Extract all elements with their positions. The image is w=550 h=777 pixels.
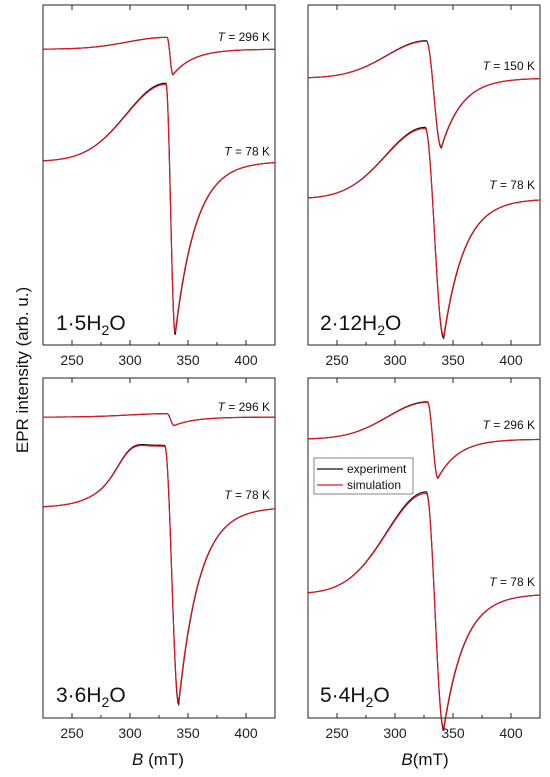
spectrum-experiment-0 (42, 413, 275, 427)
temperature-label: T = 78 K (489, 178, 535, 192)
x-tick-label: 300 (383, 352, 407, 368)
legend-label-experiment: experiment (347, 462, 407, 476)
x-tick-label: 400 (499, 352, 523, 368)
x-tick-label: 350 (441, 352, 465, 368)
x-tick-label: 350 (441, 725, 465, 741)
plot-frame (42, 377, 276, 719)
temperature-label: T = 78 K (224, 488, 270, 502)
panel-top-right: 250 300 350 400 T = 150 K T = 78 K 2·12H2O (307, 4, 541, 368)
temperature-label: T = 150 K (483, 59, 535, 73)
x-tick-label: 300 (118, 725, 142, 741)
temperature-label: T = 296 K (218, 400, 270, 414)
legend-label-simulation: simulation (347, 478, 401, 492)
plot-frame (307, 4, 541, 346)
x-axis-title-left: B (mT) (132, 750, 184, 769)
x-axis-unit-right: (mT) (413, 750, 449, 769)
spectrum-experiment-1 (307, 126, 541, 340)
x-axis-variable-right: B (401, 750, 412, 769)
spectrum-simulation-0 (43, 36, 275, 76)
spectrum-simulation-1 (307, 127, 541, 338)
panel-bottom-right: 250 300 350 400 T = 296 K T = 78 K 5·4H2O (307, 377, 541, 741)
sample-label: 3·6H2O (56, 684, 126, 710)
x-tick-label: 250 (325, 352, 349, 368)
spectrum-simulation-1 (42, 445, 276, 704)
spectrum-simulation-1 (42, 83, 276, 333)
temperature-label: T = 78 K (224, 144, 270, 158)
spectrum-experiment-1 (42, 82, 276, 335)
spectrum-simulation-0 (307, 401, 541, 479)
spectrum-experiment-1 (42, 444, 276, 707)
spectrum-simulation-0 (307, 40, 541, 148)
sample-label: 5·4H2O (320, 684, 390, 710)
x-tick-label: 250 (60, 352, 84, 368)
x-tick-label: 300 (118, 352, 142, 368)
x-tick-label: 400 (499, 725, 523, 741)
sample-label: 1·5H2O (56, 312, 126, 338)
spectrum-simulation-1 (307, 492, 541, 730)
x-tick-label: 400 (234, 725, 258, 741)
temperature-label: T = 296 K (218, 30, 270, 44)
x-axis-title-right: B(mT) (401, 750, 448, 769)
legend-box (313, 457, 414, 495)
x-tick-label: 350 (176, 725, 200, 741)
panel-bottom-left: 250 300 350 400 T = 296 K T = 78 K 3·6H2O (42, 377, 276, 741)
temperature-label: T = 296 K (483, 418, 535, 432)
plot-frame (42, 4, 276, 346)
legend: experiment simulation (313, 457, 414, 495)
x-axis-unit-left: (mT) (143, 750, 184, 769)
x-tick-label: 400 (234, 352, 258, 368)
x-tick-label: 350 (176, 352, 200, 368)
spectrum-experiment-0 (307, 40, 541, 149)
y-axis-title: EPR intensity (arb. u.) (13, 287, 32, 453)
panel-top-left: 250 300 350 400 T = 296 K T = 78 K 1·5H2O (42, 4, 276, 368)
x-axis-variable-left: B (132, 750, 143, 769)
temperature-label: T = 78 K (489, 575, 535, 589)
sample-label: 2·12H2O (320, 312, 401, 338)
x-tick-label: 250 (60, 725, 84, 741)
x-tick-label: 300 (383, 725, 407, 741)
x-tick-label: 250 (325, 725, 349, 741)
spectrum-simulation-0 (42, 413, 275, 427)
